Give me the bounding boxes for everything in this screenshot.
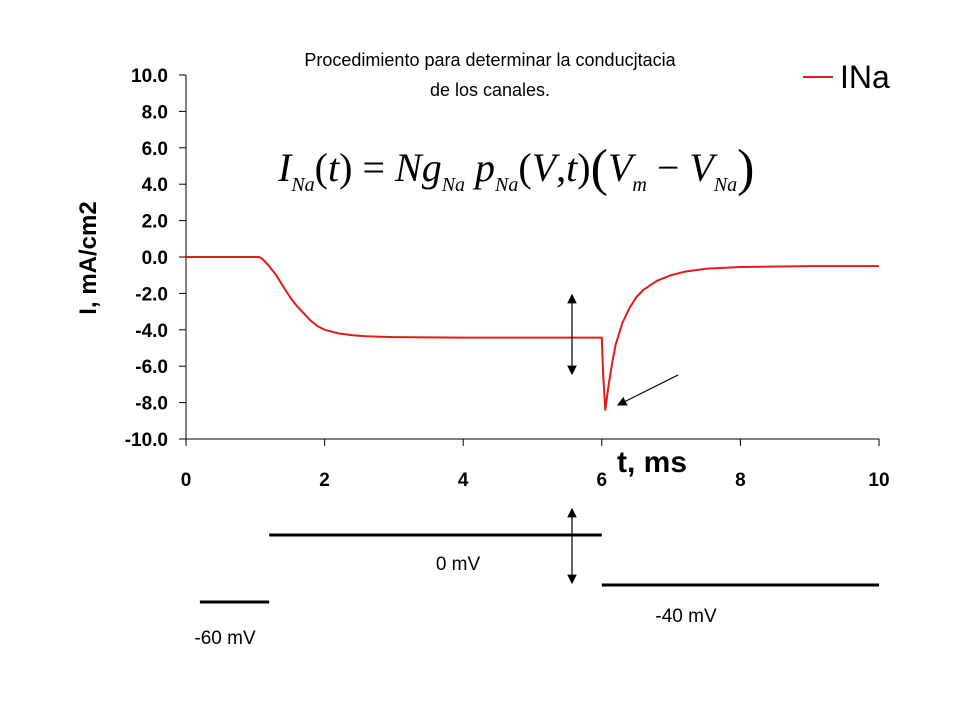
- y-axis-label: I, mA/cm2: [75, 201, 102, 314]
- x-tick-label: 6: [597, 470, 608, 491]
- protocol-label: 0 mV: [436, 554, 481, 575]
- y-tick-label: -10.0: [125, 430, 168, 451]
- peak-pointer-arrow: [616, 374, 679, 406]
- y-tick-labels: 10.0 8.0 6.0 4.0 2.0 0.0 -2.0 -4.0 -6.0 -8.0 -10.0: [125, 66, 168, 451]
- y-tick-label: -4.0: [135, 321, 168, 342]
- protocol-label: -40 mV: [655, 606, 717, 627]
- chart-subtitle: de los canales.: [429, 80, 551, 100]
- x-axis-label: t, ms: [617, 446, 687, 479]
- series-layer: [186, 256, 879, 411]
- x-tick-label: 2: [319, 470, 330, 491]
- y-tick-label: 4.0: [142, 175, 168, 196]
- y-tick-label: 8.0: [142, 102, 168, 123]
- axes: [179, 74, 880, 446]
- y-tick-label: -2.0: [135, 284, 168, 305]
- y-tick-label: -6.0: [135, 357, 168, 378]
- series-line: [186, 256, 879, 411]
- voltage-protocol: -60 mV 0 mV -40 mV: [194, 507, 879, 649]
- x-tick-label: 0: [181, 470, 192, 491]
- x-tick-labels: 0 2 4 6 8 10: [181, 470, 890, 491]
- y-tick-label: 6.0: [142, 139, 168, 160]
- y-tick-label: -8.0: [135, 394, 168, 415]
- y-tick-label: 2.0: [142, 212, 168, 233]
- y-tick-label: 10.0: [131, 66, 168, 87]
- legend-label: INa: [840, 59, 890, 95]
- equation: INa(t) = NgNa pNa(V,t)(Vm − VNa): [278, 140, 755, 197]
- chart-title: Procedimiento para determinar la conducj…: [304, 50, 676, 70]
- y-tick-label: 0.0: [142, 248, 168, 269]
- annotations: [567, 293, 679, 406]
- x-tick-label: 4: [458, 470, 469, 491]
- x-tick-label: 8: [735, 470, 746, 491]
- x-tick-label: 10: [868, 470, 889, 491]
- protocol-label: -60 mV: [194, 628, 256, 649]
